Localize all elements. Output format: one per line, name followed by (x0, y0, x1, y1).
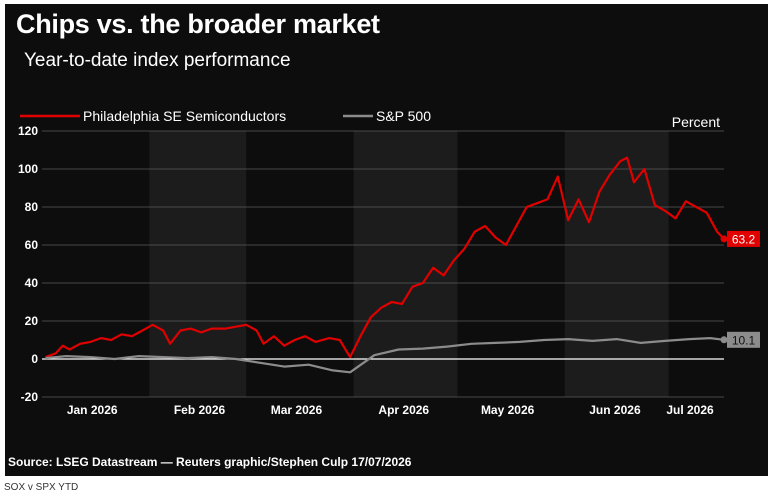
legend-label: Philadelphia SE Semiconductors (83, 108, 286, 124)
gridlines (42, 130, 724, 398)
x-tick-label: Jan 2026 (67, 403, 118, 417)
series-end-labels: 63.2 10.1 (727, 230, 760, 348)
y-tick-label: 60 (25, 238, 39, 252)
series-lines (45, 156, 728, 374)
legend-label: S&P 500 (376, 108, 431, 124)
month-band-2 (149, 131, 247, 397)
y-tick-label: 100 (18, 162, 38, 176)
end-label-box (727, 230, 760, 247)
image-caption: SOX v SPX YTD (4, 482, 79, 493)
end-label-box (727, 331, 760, 348)
y-tick-label: 20 (25, 314, 39, 328)
x-axis-month-labels: Jan 2026 Feb 2026 Mar 2026 Apr 2026 May 2026… (67, 403, 714, 417)
x-tick-label: May 2026 (481, 403, 535, 417)
y-tick-label: 40 (25, 276, 39, 290)
end-label: 63.2 (732, 232, 756, 246)
y-axis-ticks: -20 0 20 40 60 80 100 120 (18, 124, 38, 404)
month-band-6 (564, 131, 669, 397)
chart-subtitle: Year-to-date index performance (24, 50, 291, 71)
source-line: Source: LSEG Datastream — Reuters graphi… (8, 455, 412, 469)
y-tick-label: 120 (18, 124, 38, 138)
x-tick-label: Jul 2026 (666, 403, 714, 417)
month-band-4 (353, 131, 458, 397)
series-line-sox (45, 156, 725, 359)
chart-title: Chips vs. the broader market (16, 9, 380, 39)
legend: Philadelphia SE Semiconductors S&P 500 (20, 108, 431, 124)
x-tick-label: Feb 2026 (174, 403, 226, 417)
series-line-spx (45, 337, 725, 374)
series-end-dot (720, 235, 728, 243)
y-tick-label: -20 (21, 390, 39, 404)
series-end-dot (720, 336, 728, 344)
x-tick-label: Mar 2026 (271, 403, 323, 417)
unit-label: Percent (672, 114, 720, 130)
y-tick-label: 80 (25, 200, 39, 214)
end-label: 10.1 (732, 333, 756, 347)
x-tick-label: Apr 2026 (378, 403, 429, 417)
x-tick-label: Jun 2026 (589, 403, 641, 417)
month-bands (149, 131, 669, 397)
y-tick-label: 0 (31, 352, 38, 366)
